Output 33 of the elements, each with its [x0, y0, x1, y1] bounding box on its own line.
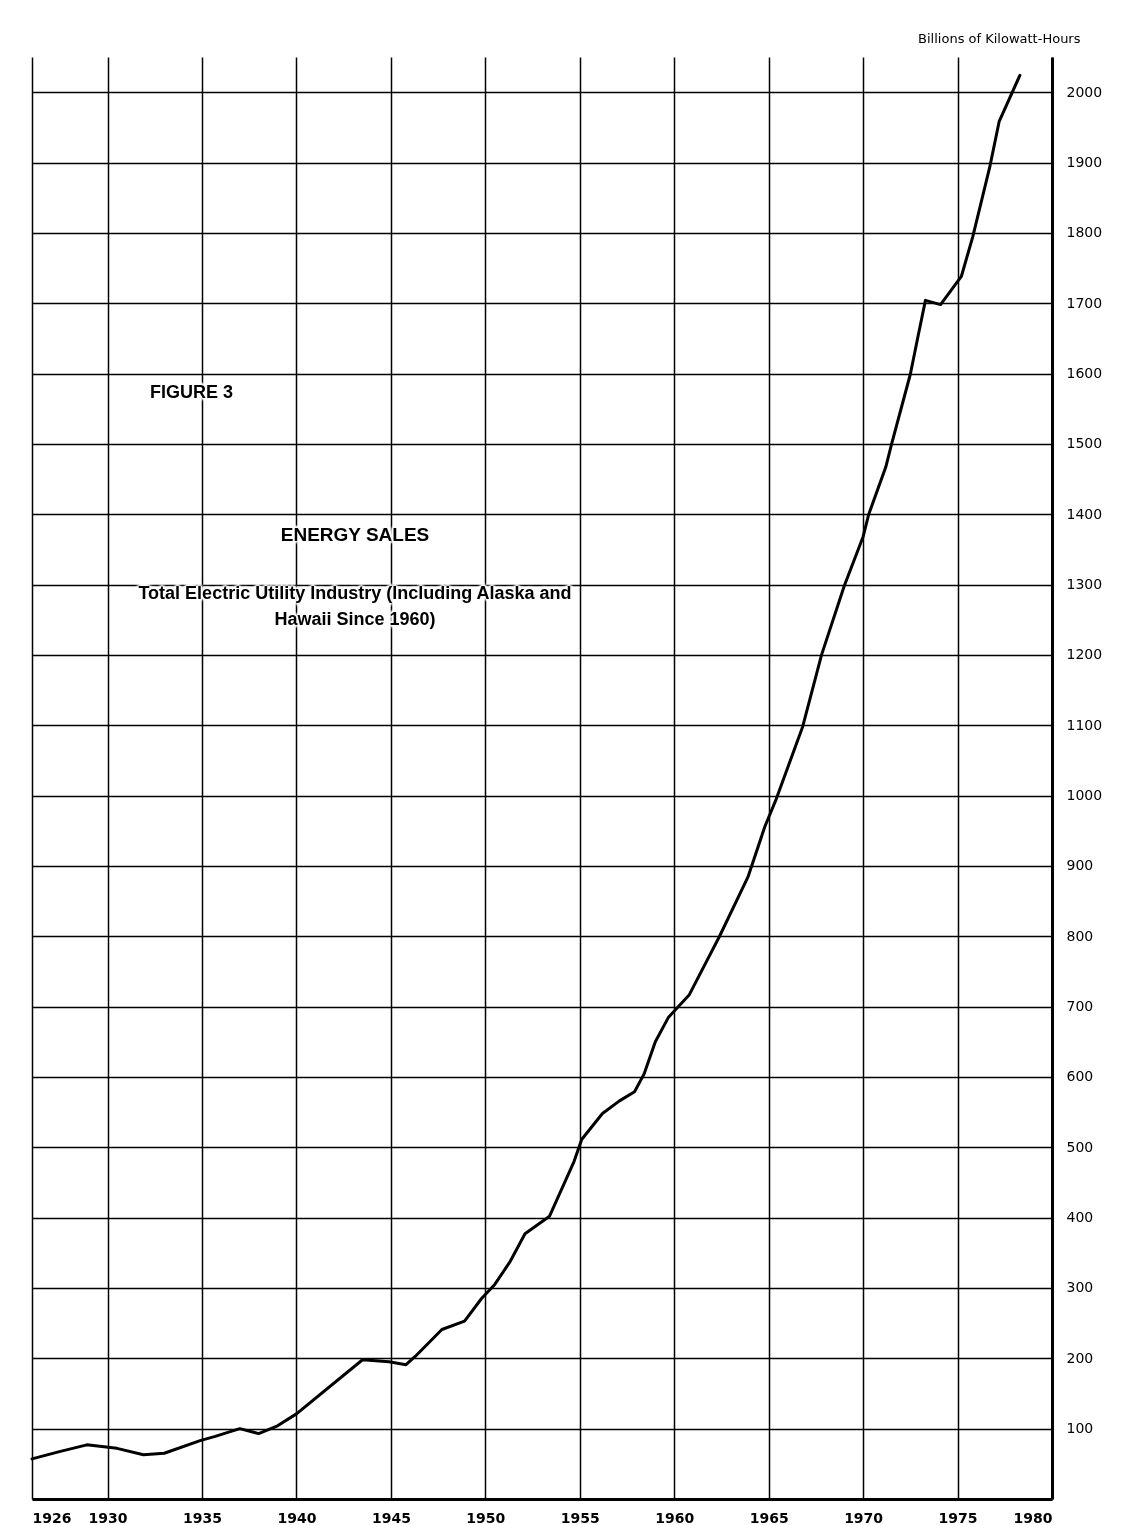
x-tick-label: 1926: [32, 1509, 72, 1525]
y-tick-label: 1900: [1066, 154, 1103, 171]
y-tick-label: 1500: [1066, 435, 1103, 452]
x-tick-label: 1955: [560, 1509, 600, 1525]
y-tick-label: 1100: [1066, 716, 1103, 733]
y-tick-label: 1400: [1066, 505, 1103, 522]
y-tick-label: 200: [1066, 1349, 1094, 1366]
y-tick-label: 500: [1066, 1138, 1094, 1155]
x-tick-label: 1960: [655, 1509, 695, 1525]
y-tick-label: 600: [1066, 1068, 1094, 1085]
x-tick-label: 1970: [844, 1509, 884, 1525]
x-tick-label: 1965: [749, 1509, 789, 1525]
y-tick-label: 900: [1066, 857, 1094, 874]
y-axis-title: Billions of Kilowatt-Hours: [918, 30, 1081, 46]
x-tick-label: 1945: [371, 1509, 411, 1525]
y-tick-label: 800: [1066, 927, 1094, 944]
y-tick-label: 1300: [1066, 576, 1103, 593]
x-tick-label: 1950: [466, 1509, 506, 1525]
y-tick-label: 1700: [1066, 294, 1103, 311]
y-tick-label: 1200: [1066, 646, 1103, 663]
y-tick-label: 400: [1066, 1209, 1094, 1226]
y-tick-label: 1800: [1066, 224, 1103, 241]
y-tick-label: 1600: [1066, 365, 1103, 382]
y-tick-label: 300: [1066, 1279, 1094, 1296]
x-tick-label: 1935: [183, 1509, 222, 1525]
y-tick-label: 1000: [1066, 787, 1103, 804]
x-tick-label: 1930: [88, 1509, 128, 1525]
y-tick-label: 700: [1066, 998, 1094, 1015]
x-tick-label: 1940: [277, 1509, 317, 1525]
x-tick-label: 1975: [938, 1509, 978, 1525]
y-tick-label: 2000: [1066, 83, 1103, 100]
x-tick-label: 1980: [1013, 1509, 1053, 1525]
y-tick-label: 100: [1066, 1420, 1094, 1437]
